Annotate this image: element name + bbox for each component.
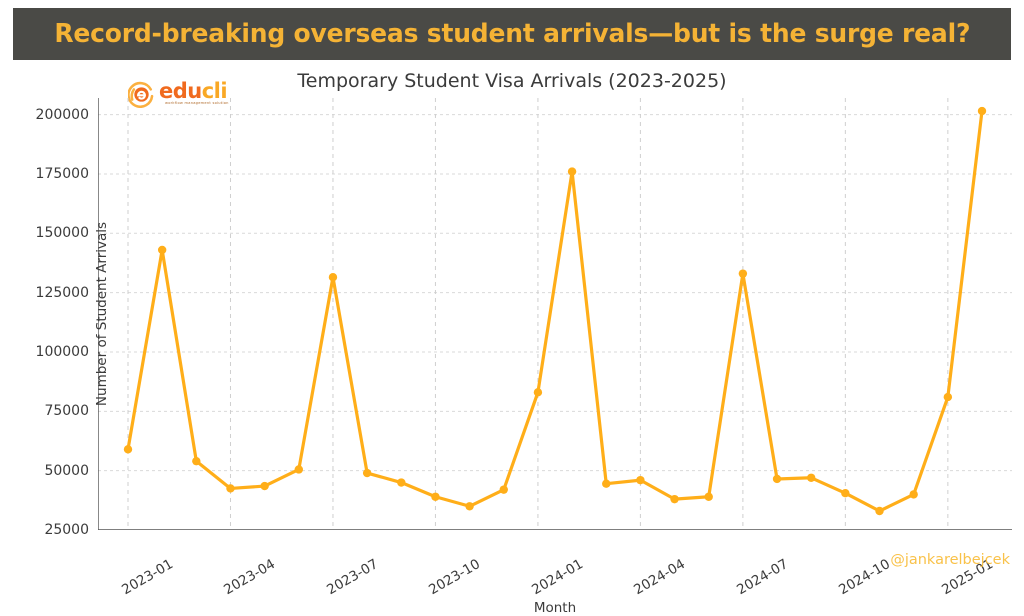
x-axis-tick-label: 2024-01 bbox=[529, 556, 586, 599]
x-axis-tick-label: 2023-07 bbox=[324, 556, 381, 599]
y-axis-tick-label: 100000 bbox=[35, 343, 89, 360]
watermark-handle: @jankarelbejcek bbox=[890, 552, 1010, 568]
logo-word-primary: edu bbox=[159, 79, 202, 103]
y-axis-tick-label: 175000 bbox=[35, 165, 89, 182]
educli-logo: educli workflow management solution bbox=[128, 79, 246, 115]
x-axis-tick-label: 2024-10 bbox=[836, 556, 894, 599]
educli-wordmark: educli bbox=[159, 79, 228, 103]
y-axis-label: Number of Student Arrivals bbox=[94, 221, 111, 407]
y-axis-tick-label: 150000 bbox=[35, 225, 89, 242]
headline-banner: Record-breaking overseas student arrival… bbox=[13, 8, 1011, 60]
plot-canvas bbox=[98, 98, 1012, 530]
headline-text: Record-breaking overseas student arrival… bbox=[54, 19, 970, 49]
chart-container: Temporary Student Visa Arrivals (2023-20… bbox=[0, 60, 1024, 616]
educli-e-mark-icon bbox=[128, 81, 154, 108]
y-axis-tick-label: 75000 bbox=[44, 403, 89, 420]
x-axis-tick-label: 2024-07 bbox=[734, 556, 791, 599]
x-axis-label: Month bbox=[533, 600, 577, 616]
x-axis-tick-label: 2023-01 bbox=[119, 556, 176, 599]
y-axis-tick-label: 25000 bbox=[44, 522, 89, 538]
y-axis-tick-label: 200000 bbox=[35, 106, 89, 123]
line-plot: Number of Student Arrivals Month 25000 50… bbox=[36, 98, 1012, 616]
x-axis-tick-label: 2024-04 bbox=[631, 556, 689, 599]
logo-word-secondary: cli bbox=[201, 79, 228, 103]
y-axis-tick-label: 125000 bbox=[35, 284, 89, 301]
logo-tagline: workflow management solution bbox=[165, 101, 229, 105]
chart-title: Temporary Student Visa Arrivals (2023-20… bbox=[297, 70, 727, 92]
x-axis-tick-label: 2023-04 bbox=[221, 556, 279, 599]
x-axis-tick-label: 2023-10 bbox=[426, 556, 484, 599]
y-axis-tick-label: 50000 bbox=[44, 462, 89, 479]
